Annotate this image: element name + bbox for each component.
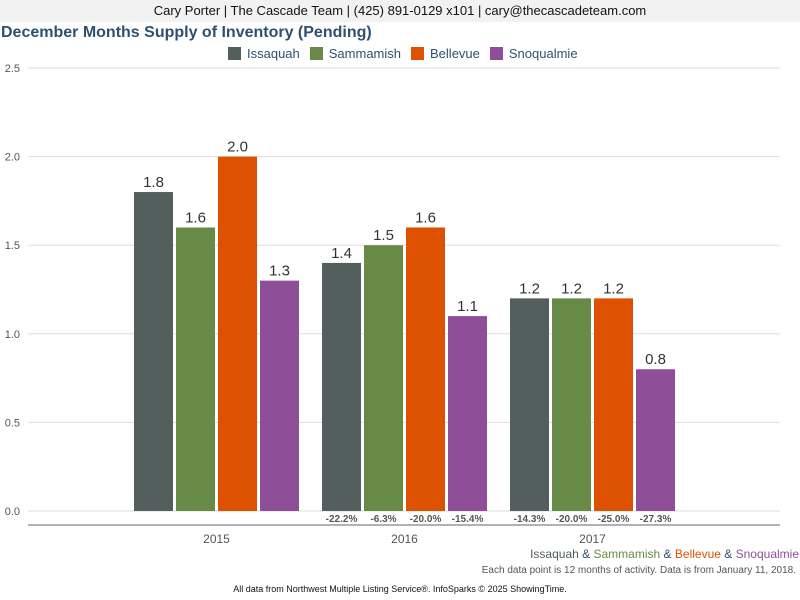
bar-chart: 0.0 0.5 1.0 1.5 2.0 2.5 1.8 1.6 2.0 1.3 2015 1.4 -22…	[5, 63, 780, 546]
y-tick-label: 0.5	[5, 417, 20, 429]
legend-item-sammamish[interactable]: Sammamish	[309, 45, 402, 61]
y-tick-label: 1.0	[5, 329, 20, 341]
bar-issaquah	[322, 262, 361, 511]
legend-item-snoqualmie[interactable]: Snoqualmie	[489, 45, 578, 61]
data-footnote: Each data point is 12 months of activity…	[481, 565, 796, 576]
percent-change-label: -20.0%	[410, 514, 442, 525]
legend-label-issaquah: Issaquah	[247, 45, 300, 61]
bar-sammamish	[552, 298, 591, 511]
bar-snoqualmie	[636, 369, 675, 511]
bar-issaquah	[510, 298, 549, 511]
chart-legend: Issaquah Sammamish Bellevue Snoqualmie	[228, 45, 588, 61]
legend-swatch-issaquah	[228, 46, 241, 60]
legend-swatch-snoqualmie	[489, 46, 503, 60]
percent-change-label: -15.4%	[452, 514, 484, 525]
percent-change-label: -6.3%	[370, 514, 396, 525]
footer-label-sammamish: Sammamish	[593, 547, 661, 561]
footer-label-bellevue: Bellevue	[674, 547, 721, 561]
footer-series-legend: Issaquah & Sammamish & Bellevue & Snoqua…	[530, 547, 799, 561]
footer-ampersand: &	[582, 547, 591, 561]
percent-change-label: -22.2%	[326, 514, 358, 525]
bar-issaquah	[134, 192, 173, 512]
bar-snoqualmie	[448, 316, 487, 511]
bar-bellevue	[594, 298, 633, 511]
y-tick-label: 2.5	[5, 63, 20, 75]
y-tick-label: 2.0	[5, 152, 20, 164]
bar-value-label: 1.2	[519, 280, 540, 297]
percent-change-label: -25.0%	[598, 514, 630, 525]
legend-swatch-sammamish	[309, 46, 323, 60]
legend-item-issaquah[interactable]: Issaquah	[228, 46, 300, 61]
bar-value-label: 2.0	[227, 139, 248, 156]
bar-value-label: 1.5	[373, 227, 394, 244]
footer-ampersand: &	[663, 547, 672, 561]
legend-label-snoqualmie: Snoqualmie	[508, 45, 578, 61]
y-tick-label: 0.0	[5, 506, 20, 518]
source-credit: All data from Northwest Multiple Listing…	[233, 584, 567, 594]
percent-change-label: -27.3%	[640, 514, 672, 525]
footer-label-issaquah: Issaquah	[530, 547, 579, 561]
bar-value-label: 1.2	[561, 280, 582, 297]
bar-value-label: 1.4	[331, 245, 352, 262]
bar-bellevue	[218, 156, 257, 511]
contact-header: Cary Porter | The Cascade Team | (425) 8…	[0, 0, 800, 22]
chart-title: December Months Supply of Inventory (Pen…	[1, 24, 372, 41]
bar-value-label: 0.8	[645, 351, 666, 368]
bar-sammamish	[176, 227, 215, 512]
legend-label-sammamish: Sammamish	[328, 45, 402, 61]
bar-snoqualmie	[260, 280, 299, 511]
legend-swatch-bellevue	[411, 46, 425, 60]
x-tick-label: 2017	[579, 532, 606, 546]
y-tick-label: 1.5	[5, 240, 20, 252]
bar-value-label: 1.6	[415, 209, 436, 226]
bar-sammamish	[364, 245, 403, 511]
bar-value-label: 1.2	[603, 280, 624, 297]
percent-change-label: -20.0%	[556, 514, 588, 525]
x-tick-label: 2016	[391, 532, 418, 546]
legend-label-bellevue: Bellevue	[430, 45, 480, 61]
footer-ampersand: &	[724, 547, 733, 561]
bar-value-label: 1.6	[185, 209, 206, 226]
bar-value-label: 1.3	[269, 263, 290, 280]
x-tick-label: 2015	[203, 532, 230, 546]
footer-label-snoqualmie: Snoqualmie	[735, 547, 799, 561]
bar-bellevue	[406, 227, 445, 512]
bar-value-label: 1.1	[457, 298, 478, 315]
bar-value-label: 1.8	[143, 174, 164, 191]
legend-item-bellevue[interactable]: Bellevue	[411, 46, 480, 61]
percent-change-label: -14.3%	[514, 514, 546, 525]
